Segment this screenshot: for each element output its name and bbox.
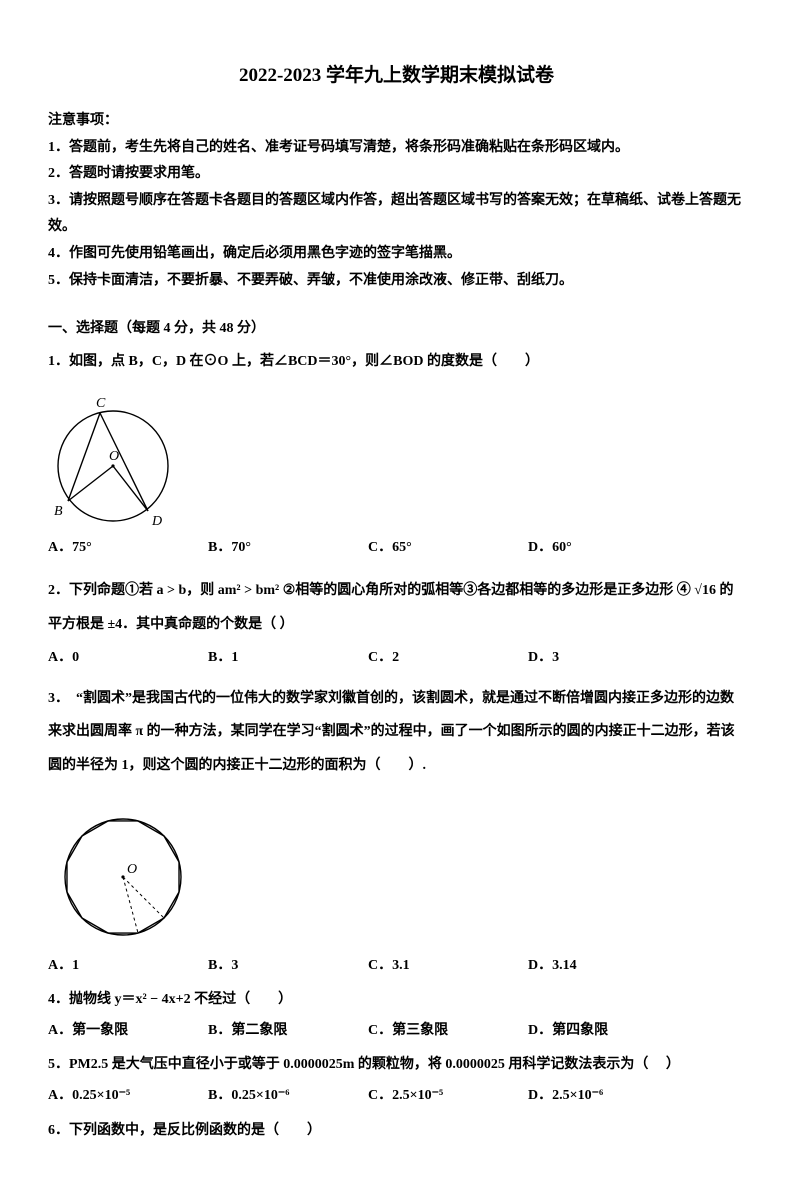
- q5-option-d: D．2.5×10⁻⁶: [528, 1083, 688, 1110]
- svg-text:D: D: [151, 514, 162, 529]
- q3-option-a: A．1: [48, 953, 208, 980]
- q3-dodecagon-diagram: O: [48, 799, 198, 949]
- instructions-heading: 注意事项：: [48, 108, 745, 135]
- q1-text: 1．如图，点 B，C，D 在⊙O 上，若∠BCD＝30°，则∠BOD 的度数是（…: [48, 349, 745, 376]
- svg-text:O: O: [109, 449, 119, 464]
- q4-option-a: A．第一象限: [48, 1018, 208, 1045]
- q4-options: A．第一象限 B．第二象限 C．第三象限 D．第四象限: [48, 1018, 745, 1045]
- q4-text: 4．抛物线 y＝x² − 4x+2 不经过（ ）: [48, 987, 745, 1014]
- q2-option-c: C．2: [368, 645, 528, 672]
- q3-figure: O: [48, 799, 745, 949]
- q4-option-d: D．第四象限: [528, 1018, 688, 1045]
- instruction-1: 1．答题前，考生先将自己的姓名、准考证号码填写清楚，将条形码准确粘贴在条形码区域…: [48, 135, 745, 162]
- q1-option-a: A．75°: [48, 535, 208, 562]
- q5-option-b: B．0.25×10⁻⁶: [208, 1083, 368, 1110]
- q3-options: A．1 B．3 C．3.1 D．3.14: [48, 953, 745, 980]
- q2-option-a: A．0: [48, 645, 208, 672]
- q1-figure: C B D O: [48, 381, 745, 531]
- instruction-3: 3．请按照题号顺序在答题卡各题目的答题区域内作答，超出答题区域书写的答案无效；在…: [48, 188, 745, 241]
- q2-option-d: D．3: [528, 645, 688, 672]
- q1-options: A．75° B．70° C．65° D．60°: [48, 535, 745, 562]
- q2-option-b: B．1: [208, 645, 368, 672]
- q3-text: 3． “割圆术”是我国古代的一位伟大的数学家刘徽首创的，该割圆术，就是通过不断倍…: [48, 682, 745, 783]
- svg-text:O: O: [127, 862, 137, 877]
- q5-text: 5．PM2.5 是大气压中直径小于或等于 0.0000025m 的颗粒物，将 0…: [48, 1052, 745, 1079]
- page-title: 2022-2023 学年九上数学期末模拟试卷: [48, 58, 745, 94]
- svg-text:B: B: [54, 504, 63, 519]
- q2-options: A．0 B．1 C．2 D．3: [48, 645, 745, 672]
- q4-option-b: B．第二象限: [208, 1018, 368, 1045]
- svg-text:C: C: [96, 396, 106, 411]
- instruction-4: 4．作图可先使用铅笔画出，确定后必须用黑色字迹的签字笔描黑。: [48, 241, 745, 268]
- q3-option-c: C．3.1: [368, 953, 528, 980]
- q1-option-d: D．60°: [528, 535, 688, 562]
- q3-option-d: D．3.14: [528, 953, 688, 980]
- section-1-heading: 一、选择题（每题 4 分，共 48 分）: [48, 316, 745, 343]
- q4-option-c: C．第三象限: [368, 1018, 528, 1045]
- q5-options: A．0.25×10⁻⁵ B．0.25×10⁻⁶ C．2.5×10⁻⁵ D．2.5…: [48, 1083, 745, 1110]
- instruction-5: 5．保持卡面清洁，不要折暴、不要弄破、弄皱，不准使用涂改液、修正带、刮纸刀。: [48, 268, 745, 295]
- q1-circle-diagram: C B D O: [48, 381, 188, 531]
- q5-option-c: C．2.5×10⁻⁵: [368, 1083, 528, 1110]
- q1-option-b: B．70°: [208, 535, 368, 562]
- q3-option-b: B．3: [208, 953, 368, 980]
- q2-text: 2．下列命题①若 a > b，则 am² > bm² ②相等的圆心角所对的弧相等…: [48, 574, 745, 641]
- q5-option-a: A．0.25×10⁻⁵: [48, 1083, 208, 1110]
- exam-page: 2022-2023 学年九上数学期末模拟试卷 注意事项： 1．答题前，考生先将自…: [0, 0, 793, 1184]
- q1-option-c: C．65°: [368, 535, 528, 562]
- instruction-2: 2．答题时请按要求用笔。: [48, 161, 745, 188]
